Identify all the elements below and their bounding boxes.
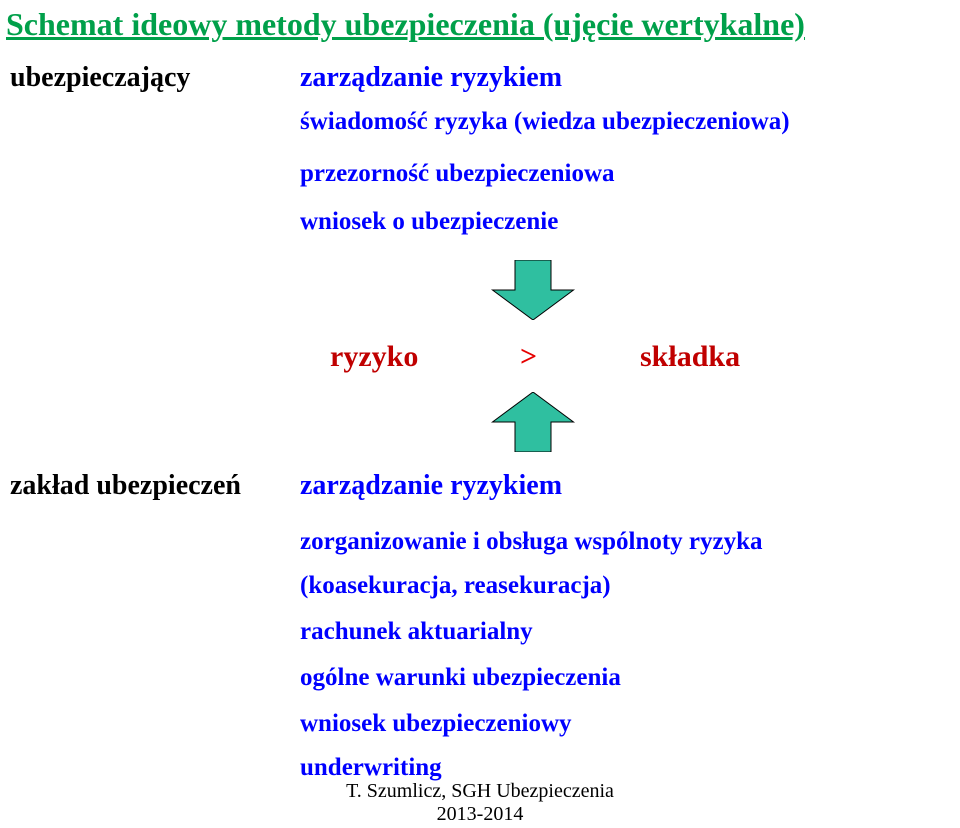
arrow-up-icon — [488, 392, 578, 452]
text-zarzadzanie-ryzykiem-bottom: zarządzanie ryzykiem — [300, 470, 562, 502]
text-przezornosc: przezorność ubezpieczeniowa — [300, 160, 615, 188]
text-ogolne-warunki: ogólne warunki ubezpieczenia — [300, 664, 621, 692]
page-title: Schemat ideowy metody ubezpieczenia (uję… — [6, 6, 805, 43]
text-wniosek-ubezpieczeniowy: wniosek ubezpieczeniowy — [300, 710, 572, 738]
label-ubezpieczajacy: ubezpieczający — [10, 62, 190, 94]
text-zorganizowanie-obsluga: zorganizowanie i obsługa wspólnoty ryzyk… — [300, 528, 763, 556]
text-koasekuracja: (koasekuracja, reasekuracja) — [300, 572, 611, 600]
text-swiadomosc-ryzyka: świadomość ryzyka (wiedza ubezpieczeniow… — [300, 108, 790, 136]
footer-line1: T. Szumlicz, SGH Ubezpieczenia — [346, 780, 614, 802]
text-zarzadzanie-ryzykiem-top: zarządzanie ryzykiem — [300, 62, 562, 94]
center-gt: > — [520, 340, 537, 374]
page: Schemat ideowy metody ubezpieczenia (uję… — [0, 0, 960, 828]
footer: T. Szumlicz, SGH Ubezpieczenia 2013-2014 — [0, 780, 960, 826]
text-underwriting: underwriting — [300, 754, 442, 782]
label-zaklad-ubezpieczen: zakład ubezpieczeń — [10, 470, 241, 502]
text-rachunek-aktuarialny: rachunek aktuarialny — [300, 618, 533, 646]
arrow-down-icon — [488, 260, 578, 320]
center-skladka: składka — [640, 340, 740, 374]
footer-line2: 2013-2014 — [437, 803, 524, 825]
text-wniosek-o-ubezpieczenie: wniosek o ubezpieczenie — [300, 208, 558, 236]
center-ryzyko: ryzyko — [330, 340, 418, 374]
